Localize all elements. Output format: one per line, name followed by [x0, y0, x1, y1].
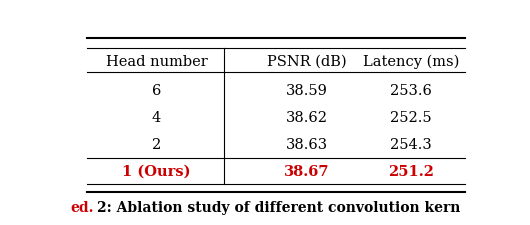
- Text: 4: 4: [152, 110, 161, 124]
- Text: PSNR (dB): PSNR (dB): [267, 55, 346, 69]
- Text: 38.63: 38.63: [286, 137, 328, 151]
- Text: 1 (Ours): 1 (Ours): [122, 164, 191, 178]
- Text: Head number: Head number: [106, 55, 207, 69]
- Text: 6: 6: [152, 83, 161, 97]
- Text: 38.59: 38.59: [286, 83, 328, 97]
- Text: 38.67: 38.67: [284, 164, 329, 178]
- Text: 2: Ablation study of different convolution kern: 2: Ablation study of different convoluti…: [97, 200, 461, 214]
- Text: 38.62: 38.62: [286, 110, 328, 124]
- Text: 254.3: 254.3: [391, 137, 432, 151]
- Text: 251.2: 251.2: [388, 164, 434, 178]
- Text: 252.5: 252.5: [391, 110, 432, 124]
- Text: 2: 2: [152, 137, 161, 151]
- Text: Latency (ms): Latency (ms): [363, 54, 460, 69]
- Text: 253.6: 253.6: [390, 83, 432, 97]
- Text: ed.: ed.: [70, 200, 94, 214]
